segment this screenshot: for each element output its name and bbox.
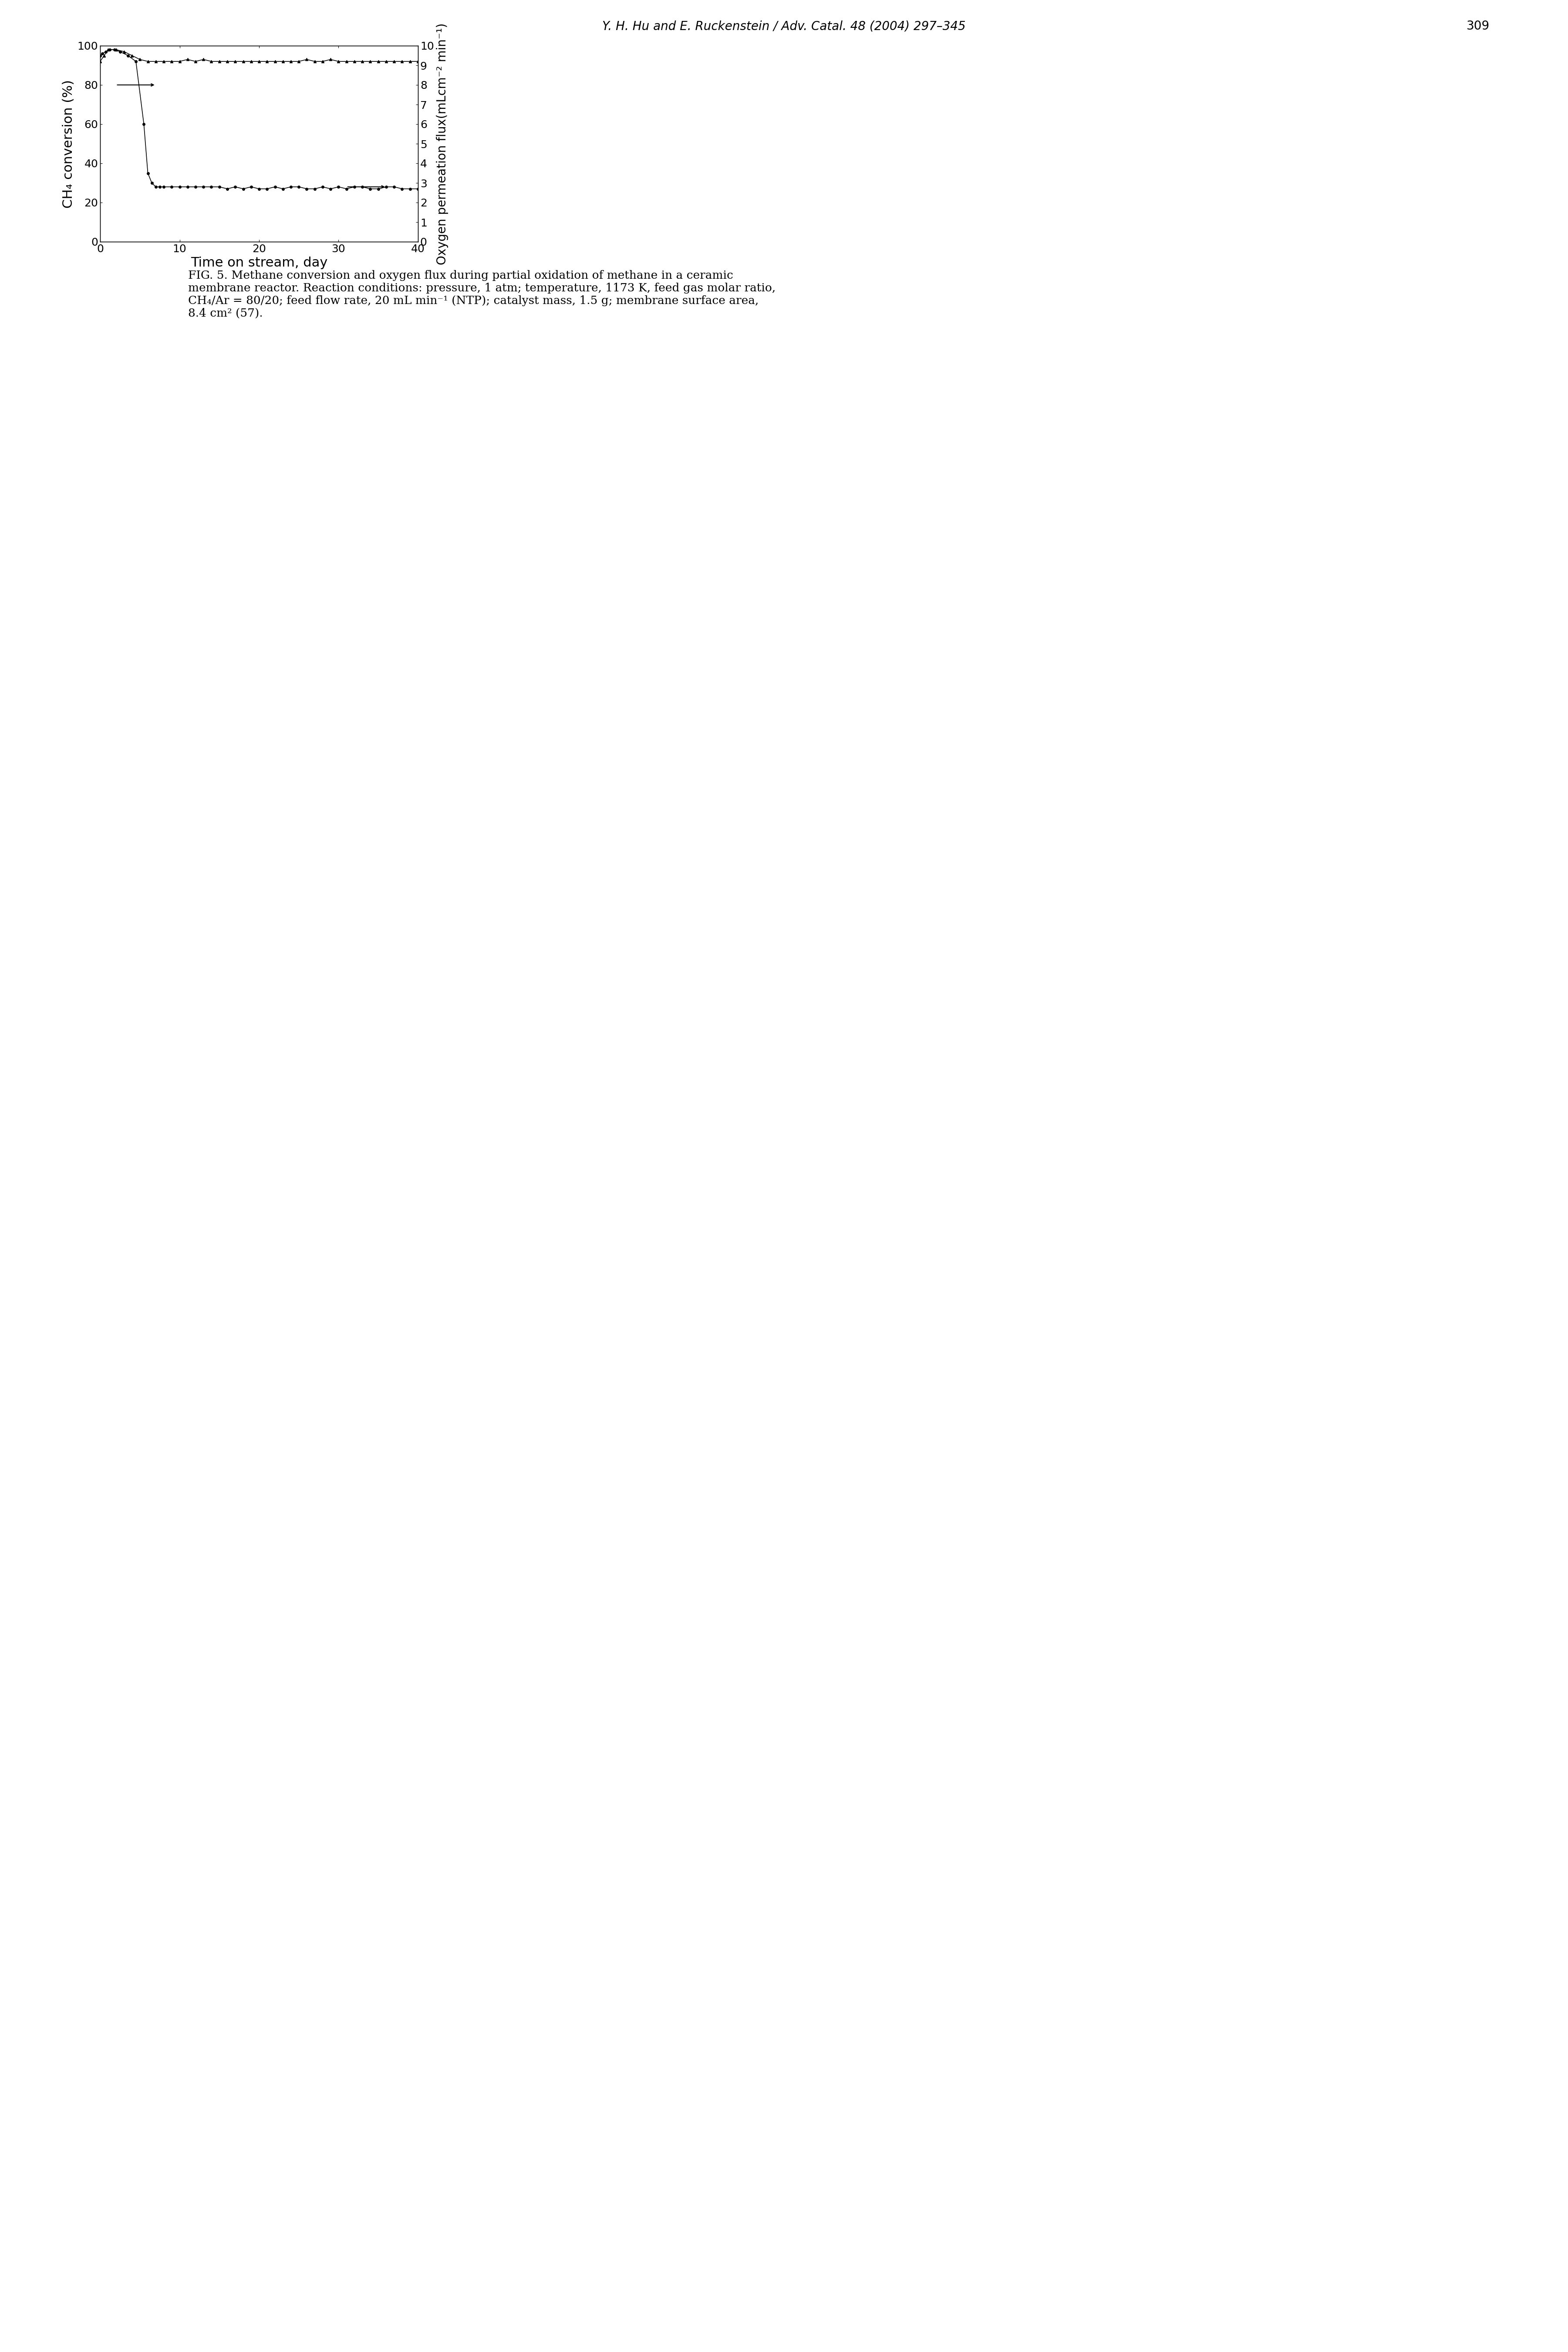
Text: 309: 309 [1466,21,1490,33]
Text: FIG. 5. Methane conversion and oxygen flux during partial oxidation of methane i: FIG. 5. Methane conversion and oxygen fl… [188,270,776,320]
Y-axis label: Oxygen permeation flux(mLcm⁻² min⁻¹): Oxygen permeation flux(mLcm⁻² min⁻¹) [436,24,448,266]
Y-axis label: CH₄ conversion (%): CH₄ conversion (%) [63,80,75,207]
Text: Y. H. Hu and E. Ruckenstein / Adv. Catal. 48 (2004) 297–345: Y. H. Hu and E. Ruckenstein / Adv. Catal… [602,21,966,33]
X-axis label: Time on stream, day: Time on stream, day [191,256,328,270]
